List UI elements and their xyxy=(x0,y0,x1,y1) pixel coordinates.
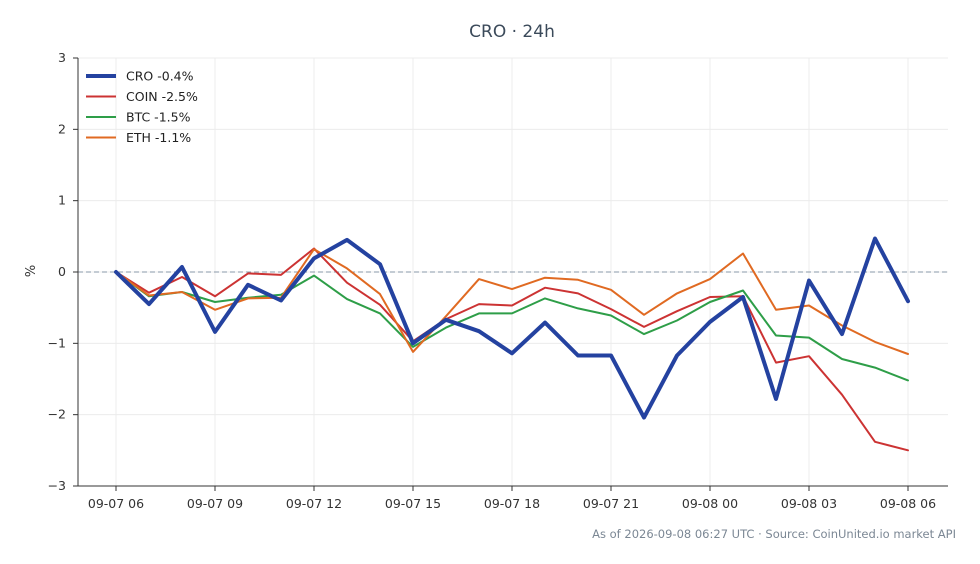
legend-label-eth: ETH -1.1% xyxy=(126,130,191,145)
y-tick-label: 2 xyxy=(58,121,66,136)
legend-label-btc: BTC -1.5% xyxy=(126,110,191,125)
series-lines xyxy=(114,236,910,452)
y-tick-label: −3 xyxy=(48,478,66,493)
source-footer: As of 2026-09-08 06:27 UTC · Source: Coi… xyxy=(592,527,956,541)
y-tick-label: −2 xyxy=(48,407,66,422)
legend-label-coin: COIN -2.5% xyxy=(126,89,198,104)
y-tick-label: 3 xyxy=(58,50,66,65)
x-tick-label: 09-07 21 xyxy=(583,496,639,511)
series-line-eth xyxy=(115,248,909,355)
x-tick-label: 09-08 00 xyxy=(682,496,738,511)
y-axis-label: % xyxy=(24,265,39,277)
x-tick-label: 09-07 15 xyxy=(385,496,441,511)
legend: CRO -0.4% COIN -2.5% BTC -1.5% ETH -1.1% xyxy=(86,69,198,145)
x-tick-label: 09-07 12 xyxy=(286,496,342,511)
x-tick-label: 09-08 06 xyxy=(880,496,936,511)
axes: −3 −2 −1 0 1 2 3 09-07 06 09-07 09 09-07 12 09-07 … xyxy=(48,50,948,511)
y-tick-label: 1 xyxy=(58,193,66,208)
legend-label-cro: CRO -0.4% xyxy=(126,69,194,84)
series-line-coin xyxy=(115,247,909,452)
y-tick-label: 0 xyxy=(58,264,66,279)
x-tick-label: 09-08 03 xyxy=(781,496,837,511)
y-tick-label: −1 xyxy=(48,335,66,350)
x-tick-label: 09-07 06 xyxy=(88,496,144,511)
x-tick-label: 09-07 09 xyxy=(187,496,243,511)
series-line-cro xyxy=(114,236,910,420)
chart-title: CRO · 24h xyxy=(469,22,555,42)
x-tick-label: 09-07 18 xyxy=(484,496,540,511)
